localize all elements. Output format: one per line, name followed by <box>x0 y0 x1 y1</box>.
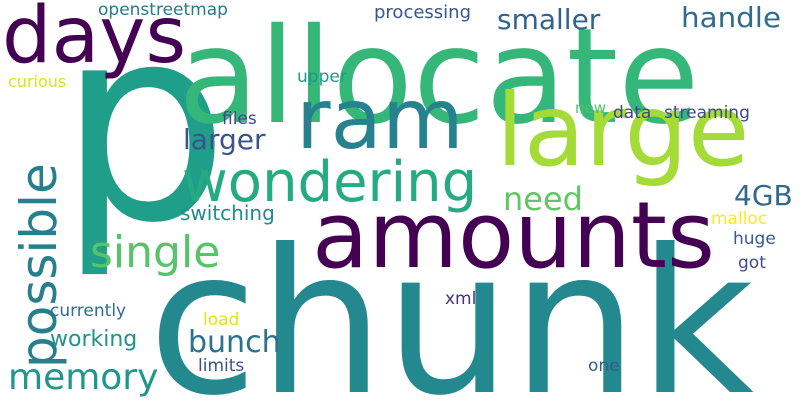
word-need: need <box>503 180 583 218</box>
word-memory: memory <box>8 357 158 398</box>
word-possible: possible <box>10 163 68 368</box>
word-limits: limits <box>198 356 244 376</box>
word-switching: switching <box>180 201 275 225</box>
word-working: working <box>50 327 137 352</box>
word-malloc: malloc <box>711 209 767 229</box>
word-large: large <box>496 72 749 189</box>
word-bunch: bunch <box>188 325 281 360</box>
word-processing: processing <box>374 2 471 23</box>
word-curious: curious <box>8 72 66 91</box>
word-upper: upper <box>297 67 347 87</box>
word-data: data <box>613 103 651 123</box>
word-p: p <box>58 0 229 282</box>
word-chunk: chunk <box>148 207 754 400</box>
word-huge: huge <box>733 229 776 249</box>
word-openstreetmap: openstreetmap <box>98 0 228 20</box>
word-amounts: amounts <box>312 182 715 289</box>
word-allocate: allocate <box>178 0 699 154</box>
word-larger: larger <box>183 123 266 156</box>
word-got: got <box>738 253 766 273</box>
word-one: one <box>588 356 620 376</box>
word-currently: currently <box>50 301 126 321</box>
word-smaller: smaller <box>497 3 601 36</box>
word-4GB: 4GB <box>734 179 793 212</box>
word-single: single <box>90 227 220 278</box>
word-new: new <box>575 99 606 117</box>
word-streaming: streaming <box>664 103 750 123</box>
word-days: days <box>2 0 186 81</box>
word-files: files <box>222 109 257 129</box>
word-handle: handle <box>681 1 781 34</box>
word-wondering: wondering <box>182 150 477 215</box>
word-load: load <box>203 310 239 330</box>
word-xml: xml <box>445 289 476 309</box>
word-ram: ram <box>296 70 464 168</box>
